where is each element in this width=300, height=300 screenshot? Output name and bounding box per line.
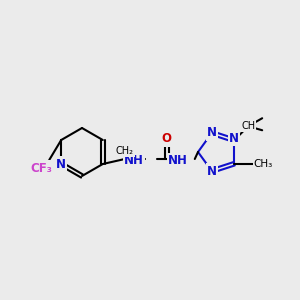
Text: CH: CH [241,121,255,131]
Text: CH₃: CH₃ [254,159,273,169]
Text: N: N [207,164,217,178]
Text: NH: NH [124,154,144,167]
Text: NH: NH [168,154,188,167]
Text: N: N [56,158,66,170]
Text: N: N [229,132,239,145]
Text: O: O [162,133,172,146]
Text: N: N [207,127,217,140]
Text: CH₂: CH₂ [116,146,134,156]
Text: CF₃: CF₃ [30,161,52,175]
